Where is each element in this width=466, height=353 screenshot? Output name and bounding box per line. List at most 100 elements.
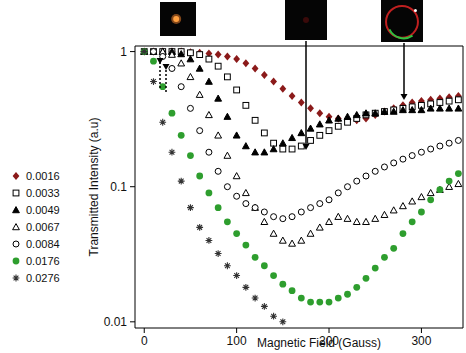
data-point [252,64,259,72]
arrow [157,58,164,88]
data-point [150,48,157,54]
x-axis-line [135,328,463,329]
data-point [381,108,388,116]
chart: 01002003000.010.11Magnetic Field (Gauss)… [0,0,466,353]
data-point [289,92,296,100]
data-point [252,295,259,302]
data-point [372,110,378,116]
data-point [326,197,332,203]
plot-area [141,48,462,326]
data-point [455,137,461,143]
data-point [455,170,462,177]
y-tick [130,51,135,52]
data-point [437,143,443,149]
data-point [252,117,258,123]
inset-image [381,0,423,42]
data-point [196,49,203,57]
data-point [270,78,277,86]
data-point [206,111,213,117]
data-point [187,152,194,159]
data-point [381,211,388,217]
arrow-head [163,64,170,70]
data-point [270,230,277,236]
data-point [289,287,296,294]
data-point [141,48,148,55]
data-point [206,237,213,244]
data-point [446,140,452,146]
x-axis-label: Magnetic Field (Gauss) [257,336,381,350]
data-point [215,132,222,138]
data-point [187,105,193,111]
data-point [427,196,434,203]
data-point [197,52,203,58]
arrow-shaft [305,41,307,145]
data-point [141,49,147,55]
y-tick-label: 1 [120,45,127,59]
data-point [270,146,277,152]
inset-frame [285,0,327,40]
data-point [400,156,406,162]
data-point [233,272,240,279]
x-tick [144,328,145,333]
data-point [206,56,212,62]
inset-ring [386,6,418,38]
data-point [187,204,194,211]
data-point [196,91,203,97]
data-point [178,84,184,90]
frame-right [463,46,464,328]
data-point [196,65,203,71]
data-point [335,213,342,219]
data-point [279,281,286,288]
legend-marker [13,258,20,265]
data-point [252,205,258,211]
legend-label: 0.0276 [26,272,60,284]
data-point [391,160,397,166]
series [141,48,286,325]
data-point [215,250,222,257]
data-point [197,128,203,134]
series [141,49,461,222]
data-point [234,87,240,93]
data-point [307,104,314,112]
data-point [215,51,222,59]
data-point [335,114,342,122]
data-point [316,121,323,127]
inset-image [160,2,196,36]
data-point [427,189,434,195]
inset-spot [414,9,417,12]
data-point [455,105,462,111]
legend-marker [13,207,20,213]
data-point [261,149,268,155]
data-point [381,254,388,261]
data-point [390,108,397,114]
data-point [270,272,277,279]
data-point [261,209,267,215]
data-point [345,119,351,125]
data-point [298,237,305,243]
data-point [224,52,231,60]
data-point [280,216,286,222]
series [141,49,461,152]
legend: 0.00160.00330.00490.00670.00840.01760.02… [13,170,60,284]
data-point [187,56,194,62]
data-point [326,128,332,134]
legend-label: 0.0084 [26,238,60,250]
data-point [353,284,360,291]
data-point [381,108,388,114]
data-point [335,295,342,302]
data-point [409,107,416,113]
legend-label: 0.0176 [26,255,60,267]
data-point [242,59,249,67]
legend-label: 0.0016 [26,170,60,182]
data-point [224,184,230,190]
inset-frame [381,0,423,42]
data-point [363,110,370,116]
data-point [261,262,268,269]
data-point [279,318,286,325]
legend-marker [13,241,19,247]
data-point [141,48,148,54]
data-point [224,113,231,119]
legend-marker [13,275,20,282]
data-point [150,49,156,55]
data-point [141,48,148,55]
